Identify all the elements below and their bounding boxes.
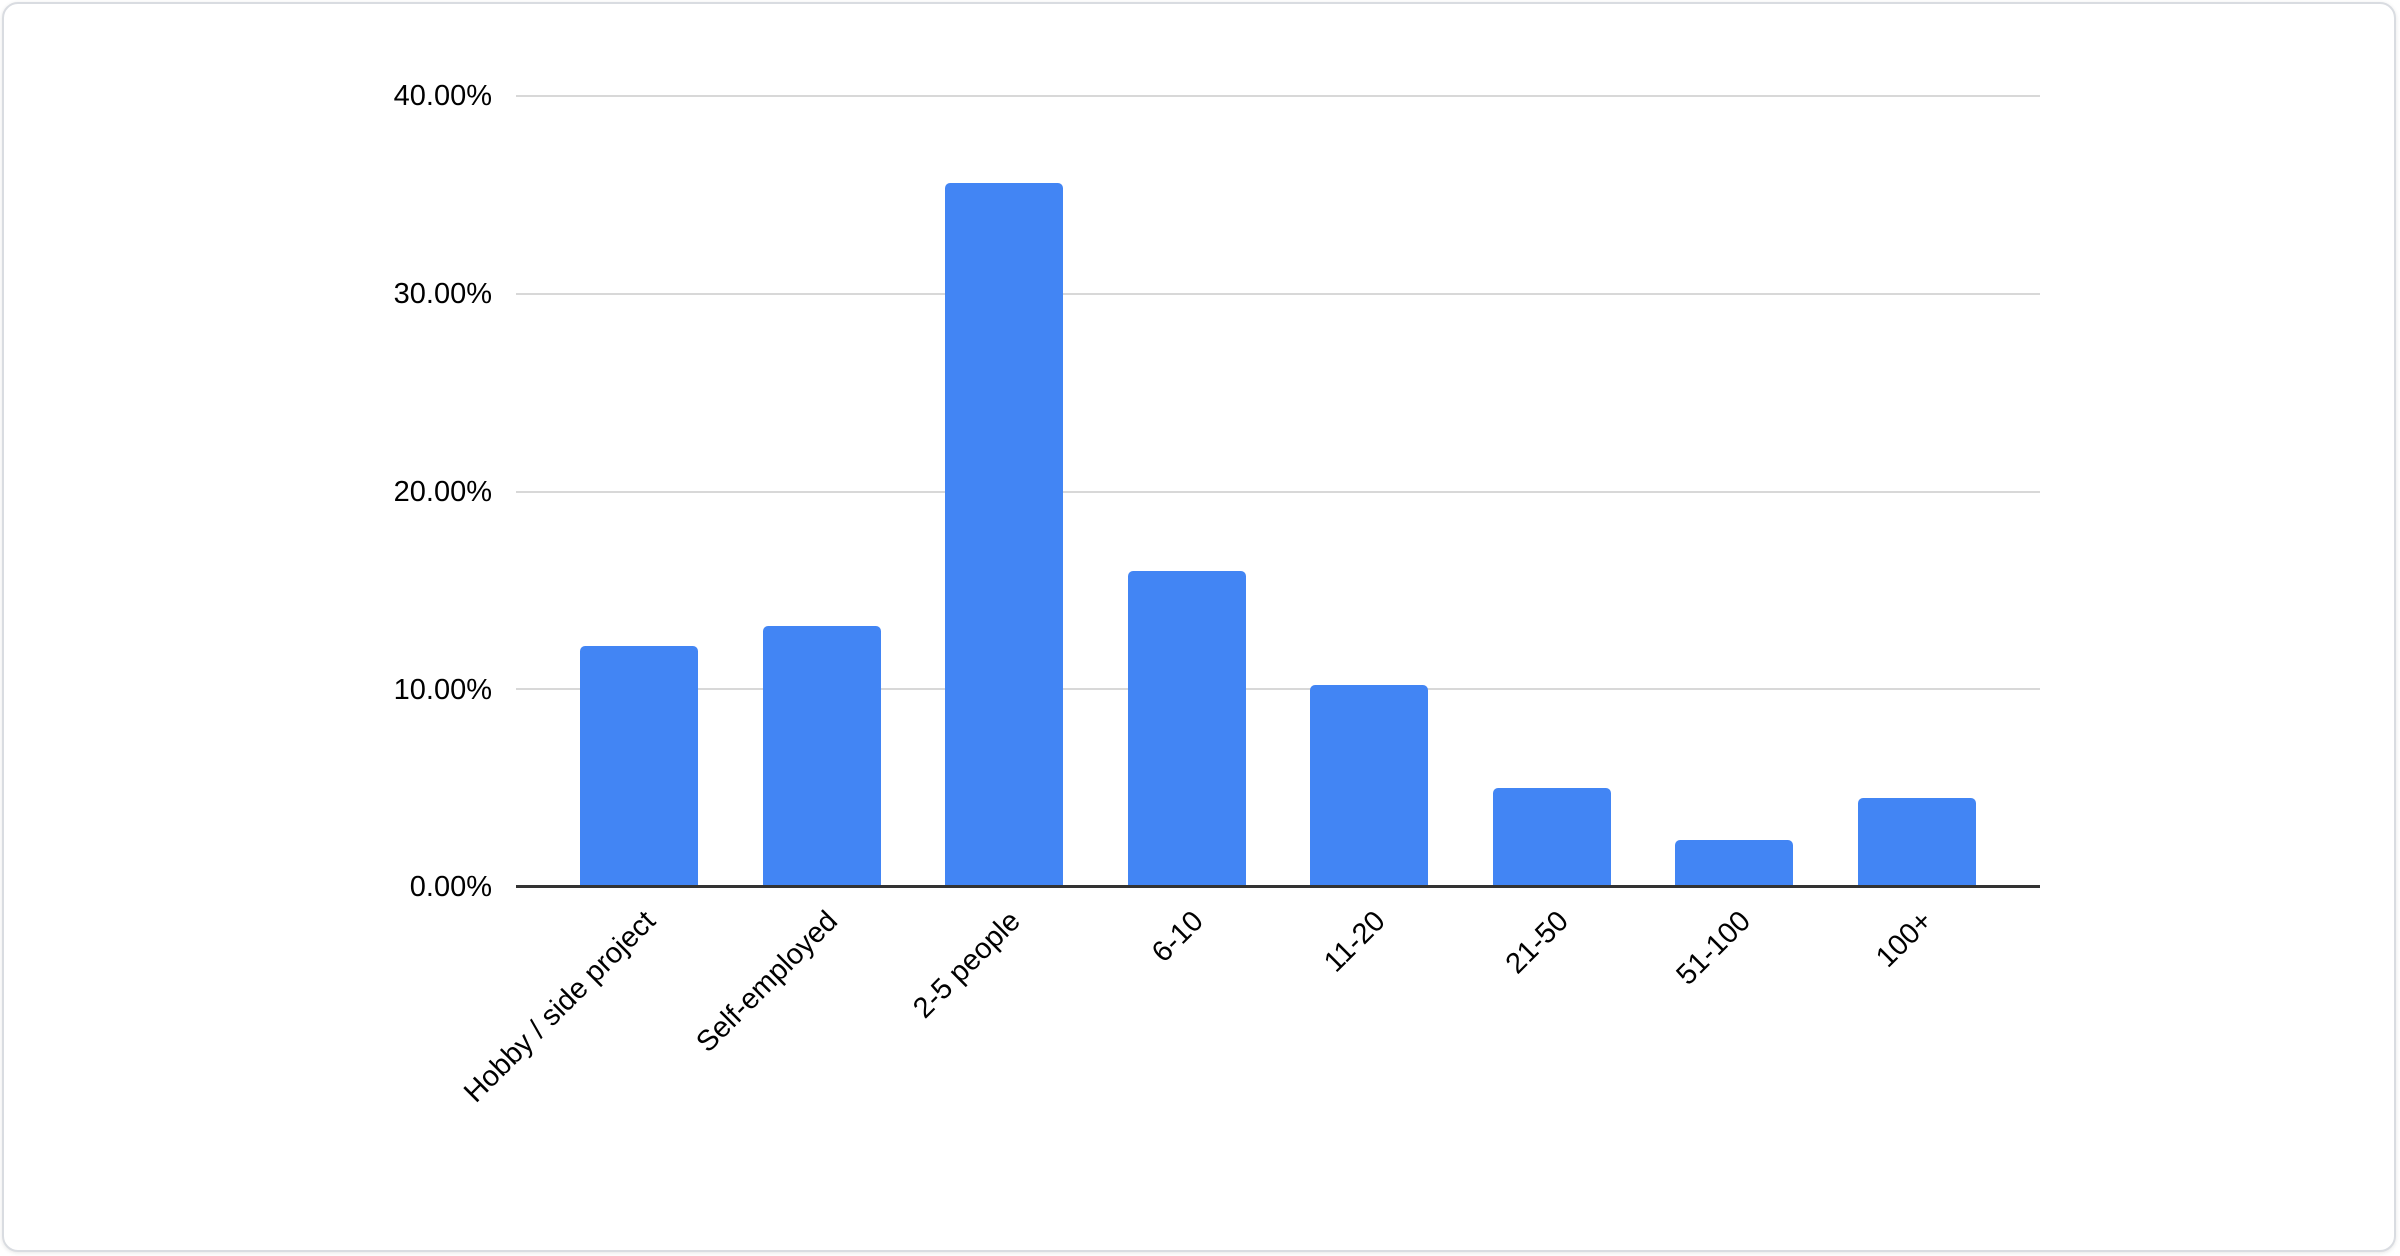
x-axis-baseline: [516, 885, 2040, 888]
bar-21-50: [1492, 788, 1611, 887]
x-axis-label: 6-10: [1145, 905, 1210, 969]
bar-11-20: [1310, 685, 1429, 887]
bar-slot: [731, 96, 914, 887]
bar-slot: [1826, 96, 2009, 887]
gridline-10pct: [516, 688, 2040, 691]
bar-6-10: [1127, 570, 1246, 887]
bar-hobby-side-project: [580, 645, 699, 887]
bar-slot: [1643, 96, 1826, 887]
bar-slot: [1461, 96, 1644, 887]
plot-area: [516, 95, 2040, 888]
x-axis-label: Self-employed: [690, 905, 845, 1059]
x-axis-label: 21-50: [1499, 905, 1575, 981]
bar-slot: [913, 96, 1096, 887]
gridline-40pct: [516, 95, 2040, 97]
x-axis-label: 11-20: [1318, 905, 1392, 979]
y-axis-label: 0.00%: [409, 871, 492, 903]
y-axis-label: 10.00%: [393, 674, 492, 706]
bar-100-plus: [1857, 798, 1976, 887]
gridline-20pct: [516, 490, 2040, 493]
bar-slot: [1278, 96, 1461, 887]
bar-slot: [1096, 96, 1279, 887]
bar-2-5-people: [945, 183, 1064, 887]
y-axis-label: 20.00%: [393, 476, 492, 508]
bar-51-100: [1675, 839, 1794, 887]
bar-self-employed: [762, 625, 881, 887]
bar-slot: [548, 96, 731, 887]
x-axis-label: 2-5 people: [907, 905, 1027, 1025]
y-axis-label: 40.00%: [393, 80, 492, 112]
bar-series: [516, 96, 2040, 887]
y-axis-label: 30.00%: [393, 278, 492, 310]
x-axis-label: 51-100: [1670, 905, 1757, 992]
x-axis-label: 100+: [1870, 905, 1940, 974]
x-axis-label: Hobby / side project: [458, 905, 662, 1109]
gridline-30pct: [516, 292, 2040, 295]
